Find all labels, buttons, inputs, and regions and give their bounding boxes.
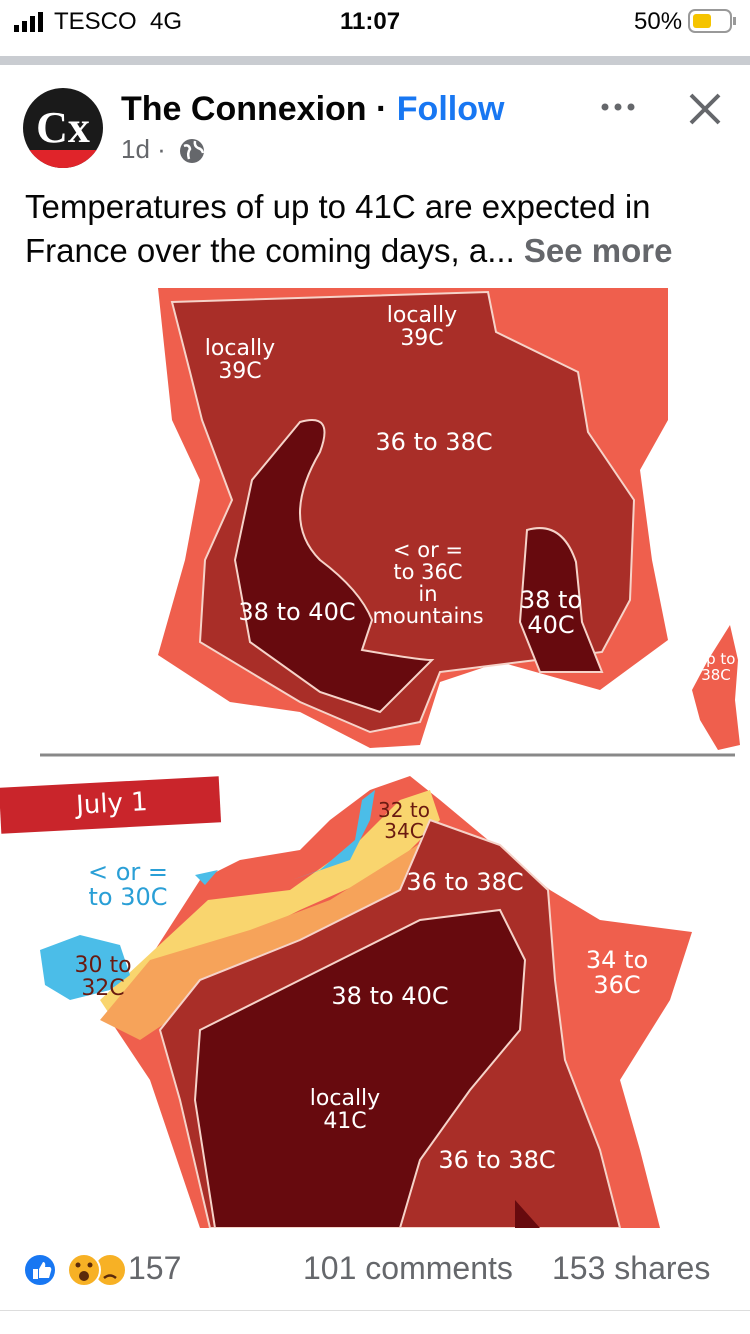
globe-icon [180,139,205,163]
map-label: up to 38C [697,650,736,684]
close-button[interactable] [688,92,722,126]
map-label-line: to 36C [393,560,462,584]
reaction-icons[interactable] [22,1252,126,1288]
map-label-line: 38 to [520,586,582,614]
map-label-line: 39C [218,359,261,384]
map-label-line: in [680,1192,700,1217]
carrier: TESCO [54,8,137,35]
map-label: 38 to 40C [238,598,355,626]
map-label-line: 36C [593,971,640,999]
map-label: 36 to 38C [406,868,523,896]
map-label-line: 30 to [74,953,131,978]
time: 11:07 [340,8,401,35]
map-label: < or = to 30C [88,858,168,911]
map-label: 36 to 38C [438,1146,555,1174]
map-label-line: 36 to 38C [406,868,523,896]
map-label-line: < or = [88,858,168,886]
date-banner: July 1 [0,776,222,834]
post-age: 1d · [121,134,166,164]
reaction-count[interactable]: 157 [128,1250,182,1286]
map-label-line: 36 to 38C [438,1146,555,1174]
map-label: 32 to 34C [378,798,430,843]
avatar-text: Cx [36,103,90,152]
map-label-line: 38 to 40C [238,598,355,626]
map-label-line: 38C [701,666,731,684]
banner-text: July 1 [73,787,148,821]
map-label: 36 to 38C [375,428,492,456]
comment-count[interactable]: 101 comments [303,1250,513,1286]
map-label-line: 40C [527,611,574,639]
map-label-line: to 30C [88,883,167,911]
page-name[interactable]: The Connexion [121,90,367,128]
avatar[interactable]: Cx [23,88,103,168]
map-label-line: 41C [323,1109,366,1134]
map-label-line: to 30C [654,1169,726,1194]
signal-icon [14,12,43,32]
map-label: 34 to 36C [586,946,648,999]
map-label: 32 to 36C [624,685,686,738]
post-text: Temperatures of up to 41C are expected i… [25,185,725,273]
map-label-line: locally [387,303,457,328]
map-label-line: 32C [81,976,124,1001]
map-label-line: locally [205,336,275,361]
map-label: 30 to 32C [74,953,131,1001]
divider [0,56,750,65]
map-label-line: 32 to [624,685,686,713]
map-label-line: in [418,582,437,606]
follow-button[interactable]: Follow [396,90,505,128]
map-label: < or = to 36C in mountains [372,538,483,628]
map-label-line: 38 to 40C [331,982,448,1010]
map-label-line: up to [697,650,736,668]
map-label-line: < or = [393,538,463,562]
map-label-line: 36 to 38C [375,428,492,456]
map-label-line: < or = [653,1146,726,1171]
map-label-line: 32 to [378,798,430,822]
network: 4G [150,8,183,35]
map-label-line: 39C [400,326,443,351]
map-label-line: 34C [384,819,423,843]
map-label-line: 34 to [586,946,648,974]
map-label: 38 to 40C [520,586,582,639]
footer-divider [0,1310,750,1311]
map-label: locally 39C [387,303,457,351]
map-label-line: 36C [631,710,678,738]
battery-level: 50% [634,8,683,35]
map-label-line: mountains [372,604,483,628]
map-label: locally 41C [310,1086,380,1134]
post-body: Temperatures of up to 41C are expected i… [25,188,651,269]
share-count[interactable]: 153 shares [552,1250,711,1286]
age: 1d [121,134,150,164]
map-label-line: locally [310,1086,380,1111]
battery-icon [688,9,736,33]
more-button[interactable] [600,100,636,114]
map-label: 38 to 40C [331,982,448,1010]
map-label: < or = to 30C in [653,1146,726,1217]
see-more[interactable]: See more [523,232,673,269]
post-header: The Connexion · Follow [121,90,505,128]
map-label: locally 39C [205,336,275,384]
